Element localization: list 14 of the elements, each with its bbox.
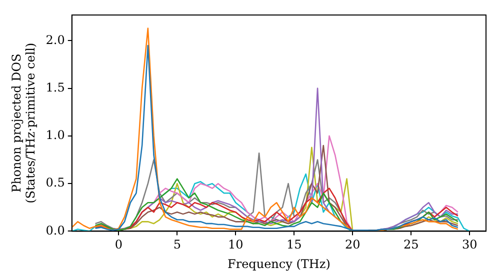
x-tick-label: 20	[345, 238, 360, 252]
y-tick-label: 0.5	[46, 176, 65, 190]
y-tick-label: 0.0	[46, 223, 65, 238]
y-axis-title: Phonon projected DOS (States/THz·primitive cell)	[9, 42, 38, 204]
y-tick-label: 1.5	[46, 80, 65, 94]
x-tick-label: 25	[403, 238, 419, 252]
x-tick-label: 5	[173, 238, 181, 252]
y-tick-label: 2.0	[46, 32, 65, 47]
x-tick-label: 30	[462, 238, 478, 252]
x-tick-label: 15	[286, 238, 302, 252]
x-tick-label: 10	[228, 238, 244, 252]
x-axis-title: Frequency (THz)	[228, 256, 330, 271]
x-tick-label: 0	[114, 238, 122, 252]
y-tick-label: 1.0	[46, 128, 65, 142]
